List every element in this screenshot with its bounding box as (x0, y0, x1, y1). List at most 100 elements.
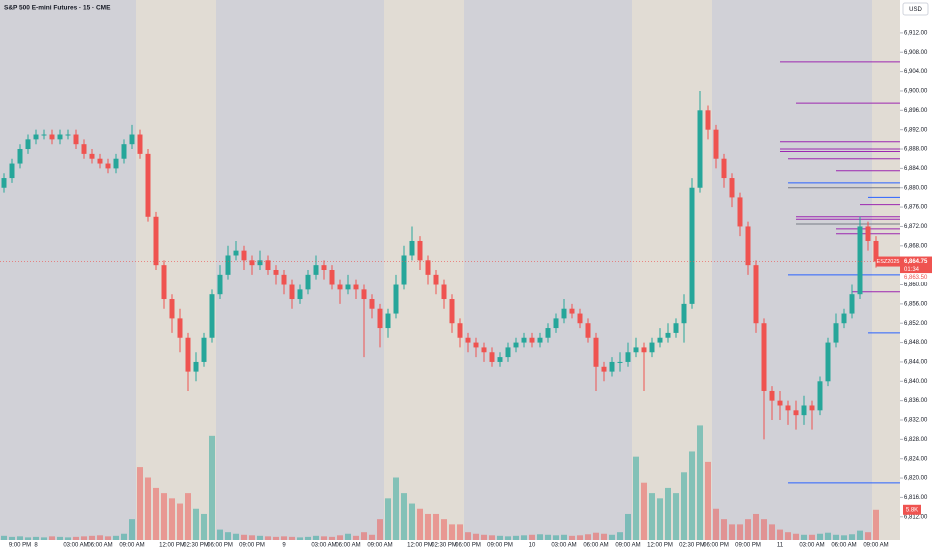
x-tick-label: 03:00 AM (311, 543, 336, 549)
y-tick-label: 6,884.00 (904, 166, 928, 172)
y-tick-label: 6,840.00 (904, 379, 928, 385)
volume-bar (641, 482, 647, 540)
volume-bar (273, 536, 279, 540)
candle-body (89, 153, 95, 159)
candle-body (185, 337, 191, 372)
candle-body (161, 265, 167, 300)
volume-bar (329, 536, 335, 540)
volume-bar (153, 487, 159, 540)
candle-body (713, 129, 719, 159)
volume-bar (769, 524, 775, 540)
volume-bar (393, 477, 399, 540)
countdown: 01:34 (904, 267, 920, 273)
volume-bar (33, 536, 39, 540)
volume-bar (793, 533, 799, 540)
bid-price-bg (900, 273, 932, 283)
x-tick-label: 9:00 PM (9, 543, 31, 549)
x-tick-label: 06:00 PM (207, 543, 233, 549)
volume-bar (841, 535, 847, 540)
candle-body (465, 337, 471, 343)
candle-body (41, 134, 47, 136)
y-tick-label: 6,880.00 (904, 185, 928, 191)
volume-tag-bg (903, 504, 921, 515)
candle-body (825, 342, 831, 382)
volume-bar (97, 535, 103, 540)
y-tick-label: 6,848.00 (904, 340, 928, 346)
volume-bar (617, 532, 623, 540)
volume-bar (745, 519, 751, 540)
volume-bar (137, 467, 143, 540)
volume-bar (249, 535, 255, 540)
candle-body (177, 318, 183, 338)
bid-price: 6,863.50 (904, 275, 928, 281)
candle-body (433, 274, 439, 285)
volume-bar (17, 536, 23, 540)
y-tick-label: 6,816.00 (904, 495, 928, 501)
candle-body (545, 328, 551, 338)
volume-bar (529, 534, 535, 540)
candle-body (841, 313, 847, 324)
volume-bar (593, 532, 599, 540)
candle-body (153, 216, 159, 266)
candle-body (329, 270, 335, 285)
volume-bar (441, 519, 447, 540)
x-tick-label: 12:00 PM (407, 543, 433, 549)
volume-bar (649, 493, 655, 540)
candle-body (865, 226, 871, 241)
volume-bar (681, 472, 687, 540)
candle-body (793, 410, 799, 416)
volume-bar (377, 519, 383, 540)
candle-body (521, 337, 527, 343)
candle-body (201, 337, 207, 362)
candle-body (121, 144, 127, 159)
candle-body (585, 323, 591, 338)
volume-bar (81, 536, 87, 540)
volume-bar (449, 524, 455, 540)
candle-body (441, 284, 447, 300)
volume-bar (801, 534, 807, 540)
candle-body (361, 289, 367, 300)
currency[interactable]: USD (909, 7, 922, 13)
candle-body (145, 153, 151, 217)
volume-bar (817, 533, 823, 540)
volume-bar (489, 535, 495, 540)
candle-body (857, 226, 863, 295)
volume-bar (321, 536, 327, 540)
volume-bar (289, 536, 295, 540)
volume-bar (689, 451, 695, 540)
volume-bar (25, 537, 31, 540)
candle-body (385, 313, 391, 329)
candle-body (417, 240, 423, 261)
currency-box[interactable] (902, 2, 929, 16)
volume-bar (121, 533, 127, 540)
x-tick-label: 09:00 AM (367, 543, 392, 549)
volume-bar (297, 537, 303, 540)
chart-title: S&P 500 E-mini Futures · 15 · CME (4, 5, 111, 12)
candle-body (97, 158, 103, 164)
candle-body (569, 308, 575, 314)
candle-body (289, 284, 295, 300)
x-tick-label: 02:30 PM (679, 543, 705, 549)
candle-body (297, 289, 303, 300)
x-tick-label: 09:00 AM (863, 543, 888, 549)
volume-bar (281, 536, 287, 540)
session-band (872, 0, 900, 540)
candle-body (657, 337, 663, 343)
y-tick-label: 6,904.00 (904, 69, 928, 75)
volume-bar (433, 513, 439, 540)
x-tick-label: 09:00 PM (239, 543, 265, 549)
candle-body (457, 323, 463, 338)
candle-body (81, 144, 87, 154)
x-tick-label: 06:00 AM (831, 543, 856, 549)
volume-bar (737, 524, 743, 540)
candle-body (721, 158, 727, 179)
volume-bar (713, 508, 719, 540)
candle-body (337, 284, 343, 290)
volume-bar (361, 532, 367, 540)
volume-bar (521, 535, 527, 540)
y-tick-label: 6,812.00 (904, 514, 928, 520)
candle-body (561, 308, 567, 319)
volume-bar (777, 529, 783, 540)
volume-bar (513, 535, 519, 540)
